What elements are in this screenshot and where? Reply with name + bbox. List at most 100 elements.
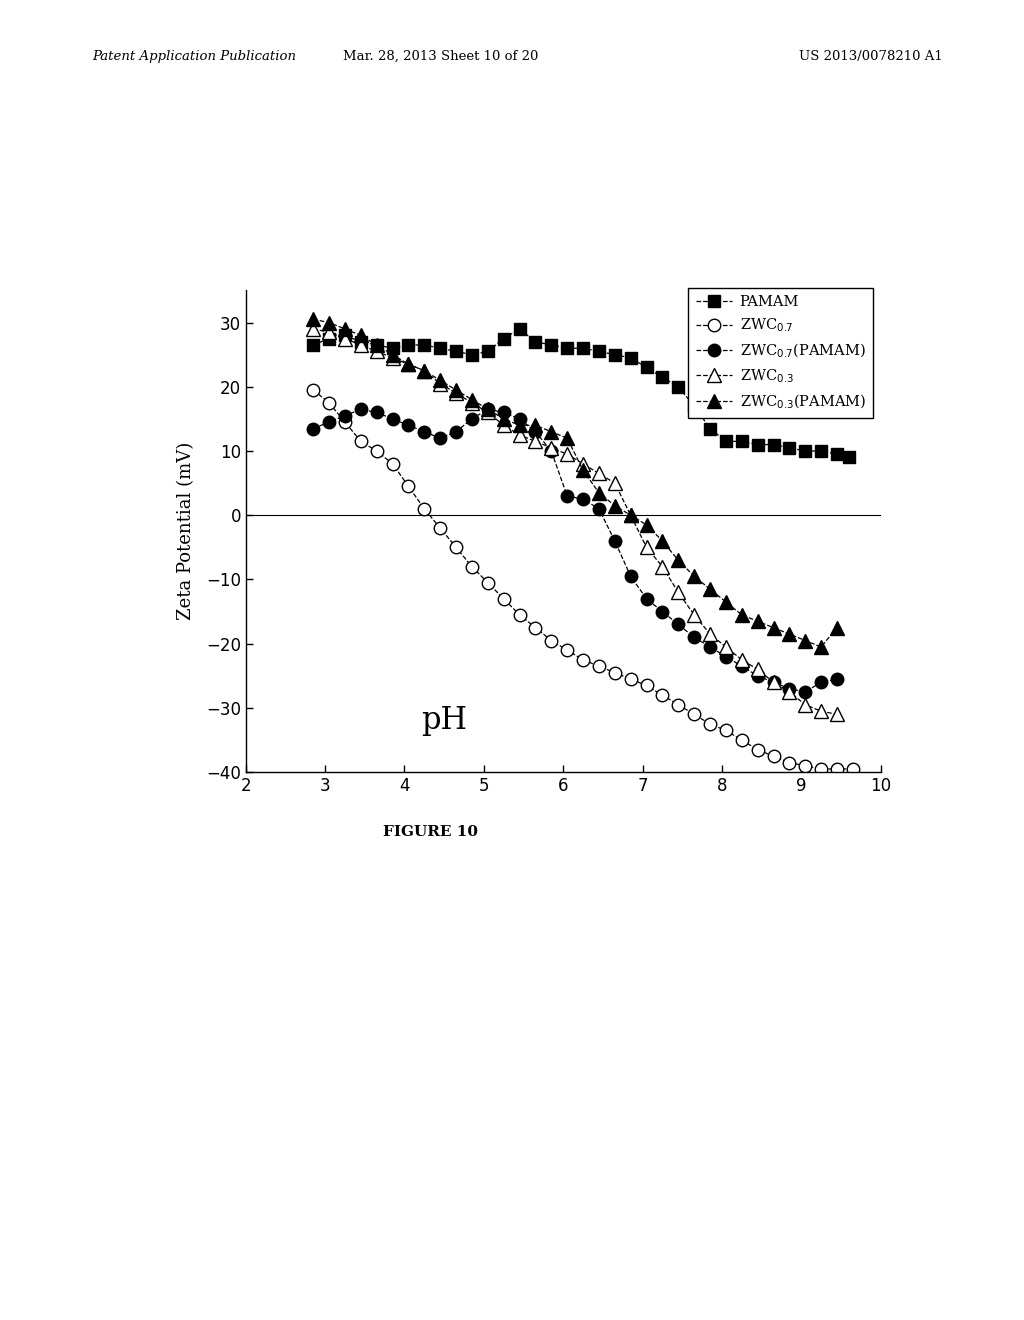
ZWC$_{0.3}$ [418, 363, 430, 379]
ZWC$_{0.7}$ [656, 688, 669, 704]
PAMAM [656, 370, 669, 385]
ZWC$_{0.3}$(PAMAM) [656, 533, 669, 549]
ZWC$_{0.3}$ [735, 652, 748, 668]
ZWC$_{0.7}$ [307, 381, 319, 397]
ZWC$_{0.3}$(PAMAM) [466, 392, 478, 408]
ZWC$_{0.7}$(PAMAM) [815, 675, 827, 690]
ZWC$_{0.7}$(PAMAM) [799, 684, 811, 700]
ZWC$_{0.7}$ [703, 717, 716, 733]
Line: ZWC$_{0.3}$(PAMAM): ZWC$_{0.3}$(PAMAM) [306, 313, 844, 653]
ZWC$_{0.3}$ [625, 507, 637, 523]
ZWC$_{0.7}$ [672, 697, 684, 713]
ZWC$_{0.3}$(PAMAM) [418, 363, 430, 379]
ZWC$_{0.3}$ [450, 385, 462, 401]
ZWC$_{0.3}$ [672, 585, 684, 601]
ZWC$_{0.3}$(PAMAM) [481, 401, 494, 417]
Legend: PAMAM, ZWC$_{0.7}$, ZWC$_{0.7}$(PAMAM), ZWC$_{0.3}$, ZWC$_{0.3}$(PAMAM): PAMAM, ZWC$_{0.7}$, ZWC$_{0.7}$(PAMAM), … [688, 288, 873, 418]
ZWC$_{0.7}$ [720, 722, 732, 738]
ZWC$_{0.7}$ [402, 478, 415, 494]
ZWC$_{0.7}$ [640, 677, 652, 693]
ZWC$_{0.7}$(PAMAM) [656, 603, 669, 619]
ZWC$_{0.7}$(PAMAM) [307, 421, 319, 437]
PAMAM [703, 421, 716, 437]
ZWC$_{0.3}$ [481, 404, 494, 420]
Text: Mar. 28, 2013 Sheet 10 of 20: Mar. 28, 2013 Sheet 10 of 20 [343, 50, 538, 63]
ZWC$_{0.7}$ [434, 520, 446, 536]
ZWC$_{0.7}$(PAMAM) [720, 648, 732, 664]
ZWC$_{0.7}$(PAMAM) [323, 414, 335, 430]
PAMAM [307, 337, 319, 352]
PAMAM [625, 350, 637, 366]
ZWC$_{0.3}$(PAMAM) [752, 614, 764, 630]
PAMAM [513, 321, 525, 337]
ZWC$_{0.3}$(PAMAM) [307, 312, 319, 327]
Text: pH: pH [421, 705, 467, 737]
PAMAM [498, 330, 510, 346]
ZWC$_{0.3}$(PAMAM) [323, 314, 335, 330]
ZWC$_{0.3}$ [354, 337, 367, 352]
ZWC$_{0.7}$ [339, 414, 351, 430]
PAMAM [561, 341, 573, 356]
ZWC$_{0.3}$(PAMAM) [672, 552, 684, 568]
ZWC$_{0.7}$(PAMAM) [625, 569, 637, 585]
ZWC$_{0.7}$(PAMAM) [513, 411, 525, 426]
ZWC$_{0.7}$ [752, 742, 764, 758]
PAMAM [354, 334, 367, 350]
ZWC$_{0.3}$(PAMAM) [339, 321, 351, 337]
ZWC$_{0.7}$(PAMAM) [466, 411, 478, 426]
ZWC$_{0.3}$(PAMAM) [688, 569, 700, 585]
ZWC$_{0.3}$(PAMAM) [434, 372, 446, 388]
Line: PAMAM: PAMAM [307, 323, 854, 463]
ZWC$_{0.3}$ [688, 607, 700, 623]
ZWC$_{0.7}$ [466, 558, 478, 574]
ZWC$_{0.7}$(PAMAM) [481, 401, 494, 417]
ZWC$_{0.7}$(PAMAM) [450, 424, 462, 440]
ZWC$_{0.3}$(PAMAM) [402, 356, 415, 372]
ZWC$_{0.3}$ [561, 446, 573, 462]
ZWC$_{0.7}$ [545, 632, 557, 648]
ZWC$_{0.7}$ [577, 652, 589, 668]
ZWC$_{0.3}$(PAMAM) [561, 430, 573, 446]
ZWC$_{0.7}$ [830, 762, 843, 777]
ZWC$_{0.3}$ [307, 321, 319, 337]
PAMAM [323, 330, 335, 346]
ZWC$_{0.7}$ [767, 748, 779, 764]
ZWC$_{0.7}$ [323, 395, 335, 411]
ZWC$_{0.3}$(PAMAM) [625, 507, 637, 523]
ZWC$_{0.3}$ [386, 350, 398, 366]
ZWC$_{0.3}$ [656, 558, 669, 574]
PAMAM [339, 327, 351, 343]
ZWC$_{0.7}$(PAMAM) [672, 616, 684, 632]
ZWC$_{0.7}$ [418, 500, 430, 516]
PAMAM [843, 450, 855, 466]
ZWC$_{0.3}$ [577, 455, 589, 471]
ZWC$_{0.7}$(PAMAM) [608, 533, 621, 549]
ZWC$_{0.3}$(PAMAM) [720, 594, 732, 610]
ZWC$_{0.7}$(PAMAM) [529, 424, 542, 440]
ZWC$_{0.7}$ [529, 620, 542, 636]
ZWC$_{0.7}$ [783, 755, 796, 771]
ZWC$_{0.7}$(PAMAM) [640, 591, 652, 607]
ZWC$_{0.7}$ [688, 706, 700, 722]
ZWC$_{0.7}$(PAMAM) [767, 675, 779, 690]
ZWC$_{0.3}$(PAMAM) [735, 607, 748, 623]
PAMAM [577, 341, 589, 356]
ZWC$_{0.7}$(PAMAM) [561, 488, 573, 504]
ZWC$_{0.3}$(PAMAM) [608, 498, 621, 513]
ZWC$_{0.7}$ [481, 574, 494, 590]
ZWC$_{0.7}$ [371, 444, 383, 459]
ZWC$_{0.3}$ [371, 343, 383, 359]
ZWC$_{0.3}$ [640, 540, 652, 556]
PAMAM [688, 399, 700, 414]
PAMAM [783, 440, 796, 455]
PAMAM [529, 334, 542, 350]
ZWC$_{0.3}$ [402, 356, 415, 372]
PAMAM [735, 433, 748, 449]
ZWC$_{0.3}$(PAMAM) [703, 581, 716, 597]
ZWC$_{0.3}$(PAMAM) [640, 517, 652, 533]
ZWC$_{0.3}$ [434, 376, 446, 392]
ZWC$_{0.3}$ [720, 639, 732, 655]
PAMAM [720, 433, 732, 449]
PAMAM [799, 444, 811, 459]
ZWC$_{0.3}$(PAMAM) [354, 327, 367, 343]
